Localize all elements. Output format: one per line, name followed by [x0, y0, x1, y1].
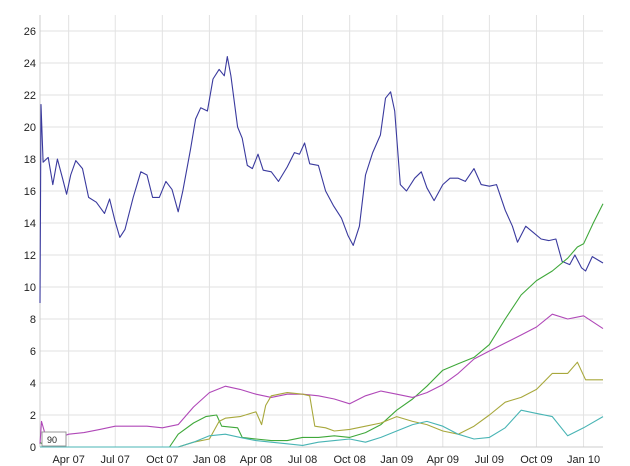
y-tick-label: 2: [30, 410, 36, 422]
y-tick-label: 20: [24, 122, 36, 134]
x-tick-label: Jan 10: [567, 454, 600, 466]
x-tick-label: Apr 08: [240, 454, 272, 466]
x-tick-label: Jan 08: [193, 454, 226, 466]
y-tick-label: 4: [30, 378, 36, 390]
series-line-2: [39, 203, 604, 448]
y-tick-label: 22: [24, 90, 36, 102]
y-tick-label: 0: [30, 442, 36, 454]
series-group: [39, 56, 604, 448]
y-tick-label: 14: [24, 218, 36, 230]
x-tick-label: Jul 08: [288, 454, 317, 466]
y-tick-label: 10: [24, 282, 36, 294]
series-line-1: [39, 56, 604, 304]
y-tick-label: 16: [24, 186, 36, 198]
y-tick-label: 12: [24, 250, 36, 262]
x-axis: Apr 07 Jul 07 Oct 07 Jan 08 Apr 08 Jul 08 Oct …: [52, 454, 600, 466]
y-tick-label: 8: [30, 314, 36, 326]
series-line-3: [39, 313, 604, 444]
value-label-box: 90: [41, 431, 67, 447]
y-tick-label: 18: [24, 154, 36, 166]
x-tick-label: Oct 08: [333, 454, 365, 466]
grid: [39, 15, 603, 448]
y-tick-label: 6: [30, 346, 36, 358]
y-tick-label: 24: [24, 58, 36, 70]
x-tick-label: Oct 09: [520, 454, 552, 466]
series-line-4: [40, 361, 603, 448]
x-tick-label: Jan 09: [380, 454, 413, 466]
x-tick-label: Jul 07: [101, 454, 130, 466]
value-label: 90: [47, 435, 57, 445]
x-tick-label: Apr 09: [427, 454, 459, 466]
series-line-5: [40, 409, 604, 448]
x-tick-label: Apr 07: [52, 454, 84, 466]
y-tick-label: 26: [24, 26, 36, 38]
x-tick-label: Oct 07: [146, 454, 178, 466]
x-tick-label: Jul 09: [475, 454, 504, 466]
